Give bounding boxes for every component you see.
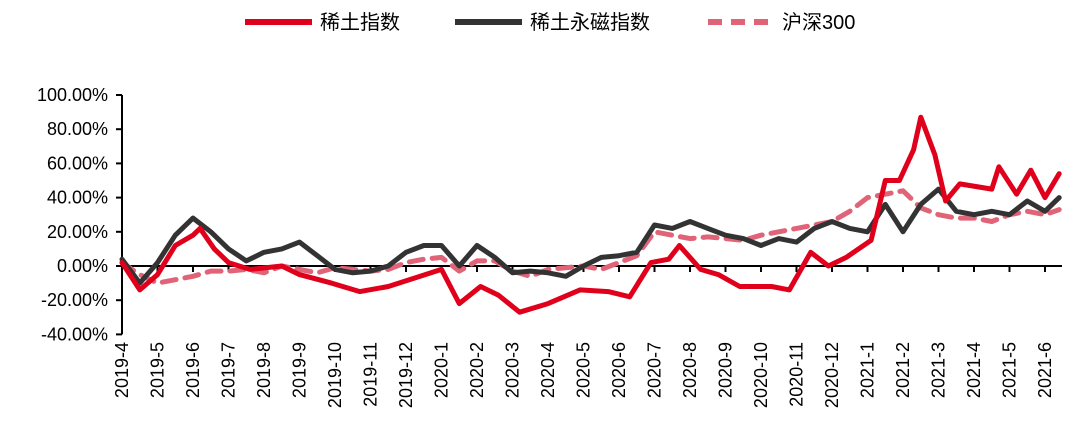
x-tick-label: 2020-7: [645, 342, 665, 398]
y-tick-label: 60.00%: [47, 153, 108, 173]
y-tick-label: 0.00%: [57, 256, 108, 276]
x-tick-label: 2021-3: [929, 342, 949, 398]
y-tick-label: 100.00%: [37, 85, 108, 105]
series-line-0: [119, 114, 1062, 315]
x-tick-label: 2020-3: [503, 342, 523, 398]
x-tick-label: 2020-1: [432, 342, 452, 398]
x-tick-label: 2020-8: [680, 342, 700, 398]
x-tick-label: 2019-5: [148, 342, 168, 398]
x-tick-label: 2019-4: [112, 342, 132, 398]
y-tick-label: 20.00%: [47, 222, 108, 242]
x-tick-label: 2020-5: [574, 342, 594, 398]
x-tick-label: 2021-4: [964, 342, 984, 398]
x-tick-label: 2019-8: [254, 342, 274, 398]
series-line-1: [119, 186, 1062, 286]
x-tick-label: 2020-4: [538, 342, 558, 398]
x-tick-label: 2019-9: [290, 342, 310, 398]
legend-label: 沪深300: [782, 11, 855, 34]
x-tick-label: 2019-11: [361, 342, 381, 407]
y-tick-label: -40.00%: [41, 324, 108, 344]
x-tick-label: 2019-6: [183, 342, 203, 398]
x-tick-label: 2020-12: [822, 342, 842, 408]
x-tick-label: 2021-1: [858, 342, 878, 398]
y-tick-label: 40.00%: [47, 188, 108, 208]
x-tick-label: 2019-7: [219, 342, 239, 398]
x-tick-label: 2021-2: [893, 342, 913, 398]
x-tick-label: 2021-5: [1000, 342, 1020, 398]
x-tick-label: 2019-12: [396, 342, 416, 408]
x-tick-label: 2020-6: [609, 342, 629, 398]
legend-label: 稀土指数: [320, 11, 400, 34]
y-tick-label: 80.00%: [47, 119, 108, 139]
x-tick-label: 2021-6: [1035, 342, 1055, 398]
x-tick-label: 2020-11: [787, 342, 807, 407]
x-tick-label: 2020-10: [751, 342, 771, 408]
x-tick-label: 2019-10: [325, 342, 345, 408]
x-tick-label: 2020-2: [467, 342, 487, 398]
x-tick-label: 2020-9: [716, 342, 736, 398]
y-tick-label: -20.00%: [41, 290, 108, 310]
legend-label: 稀土永磁指数: [530, 11, 650, 34]
